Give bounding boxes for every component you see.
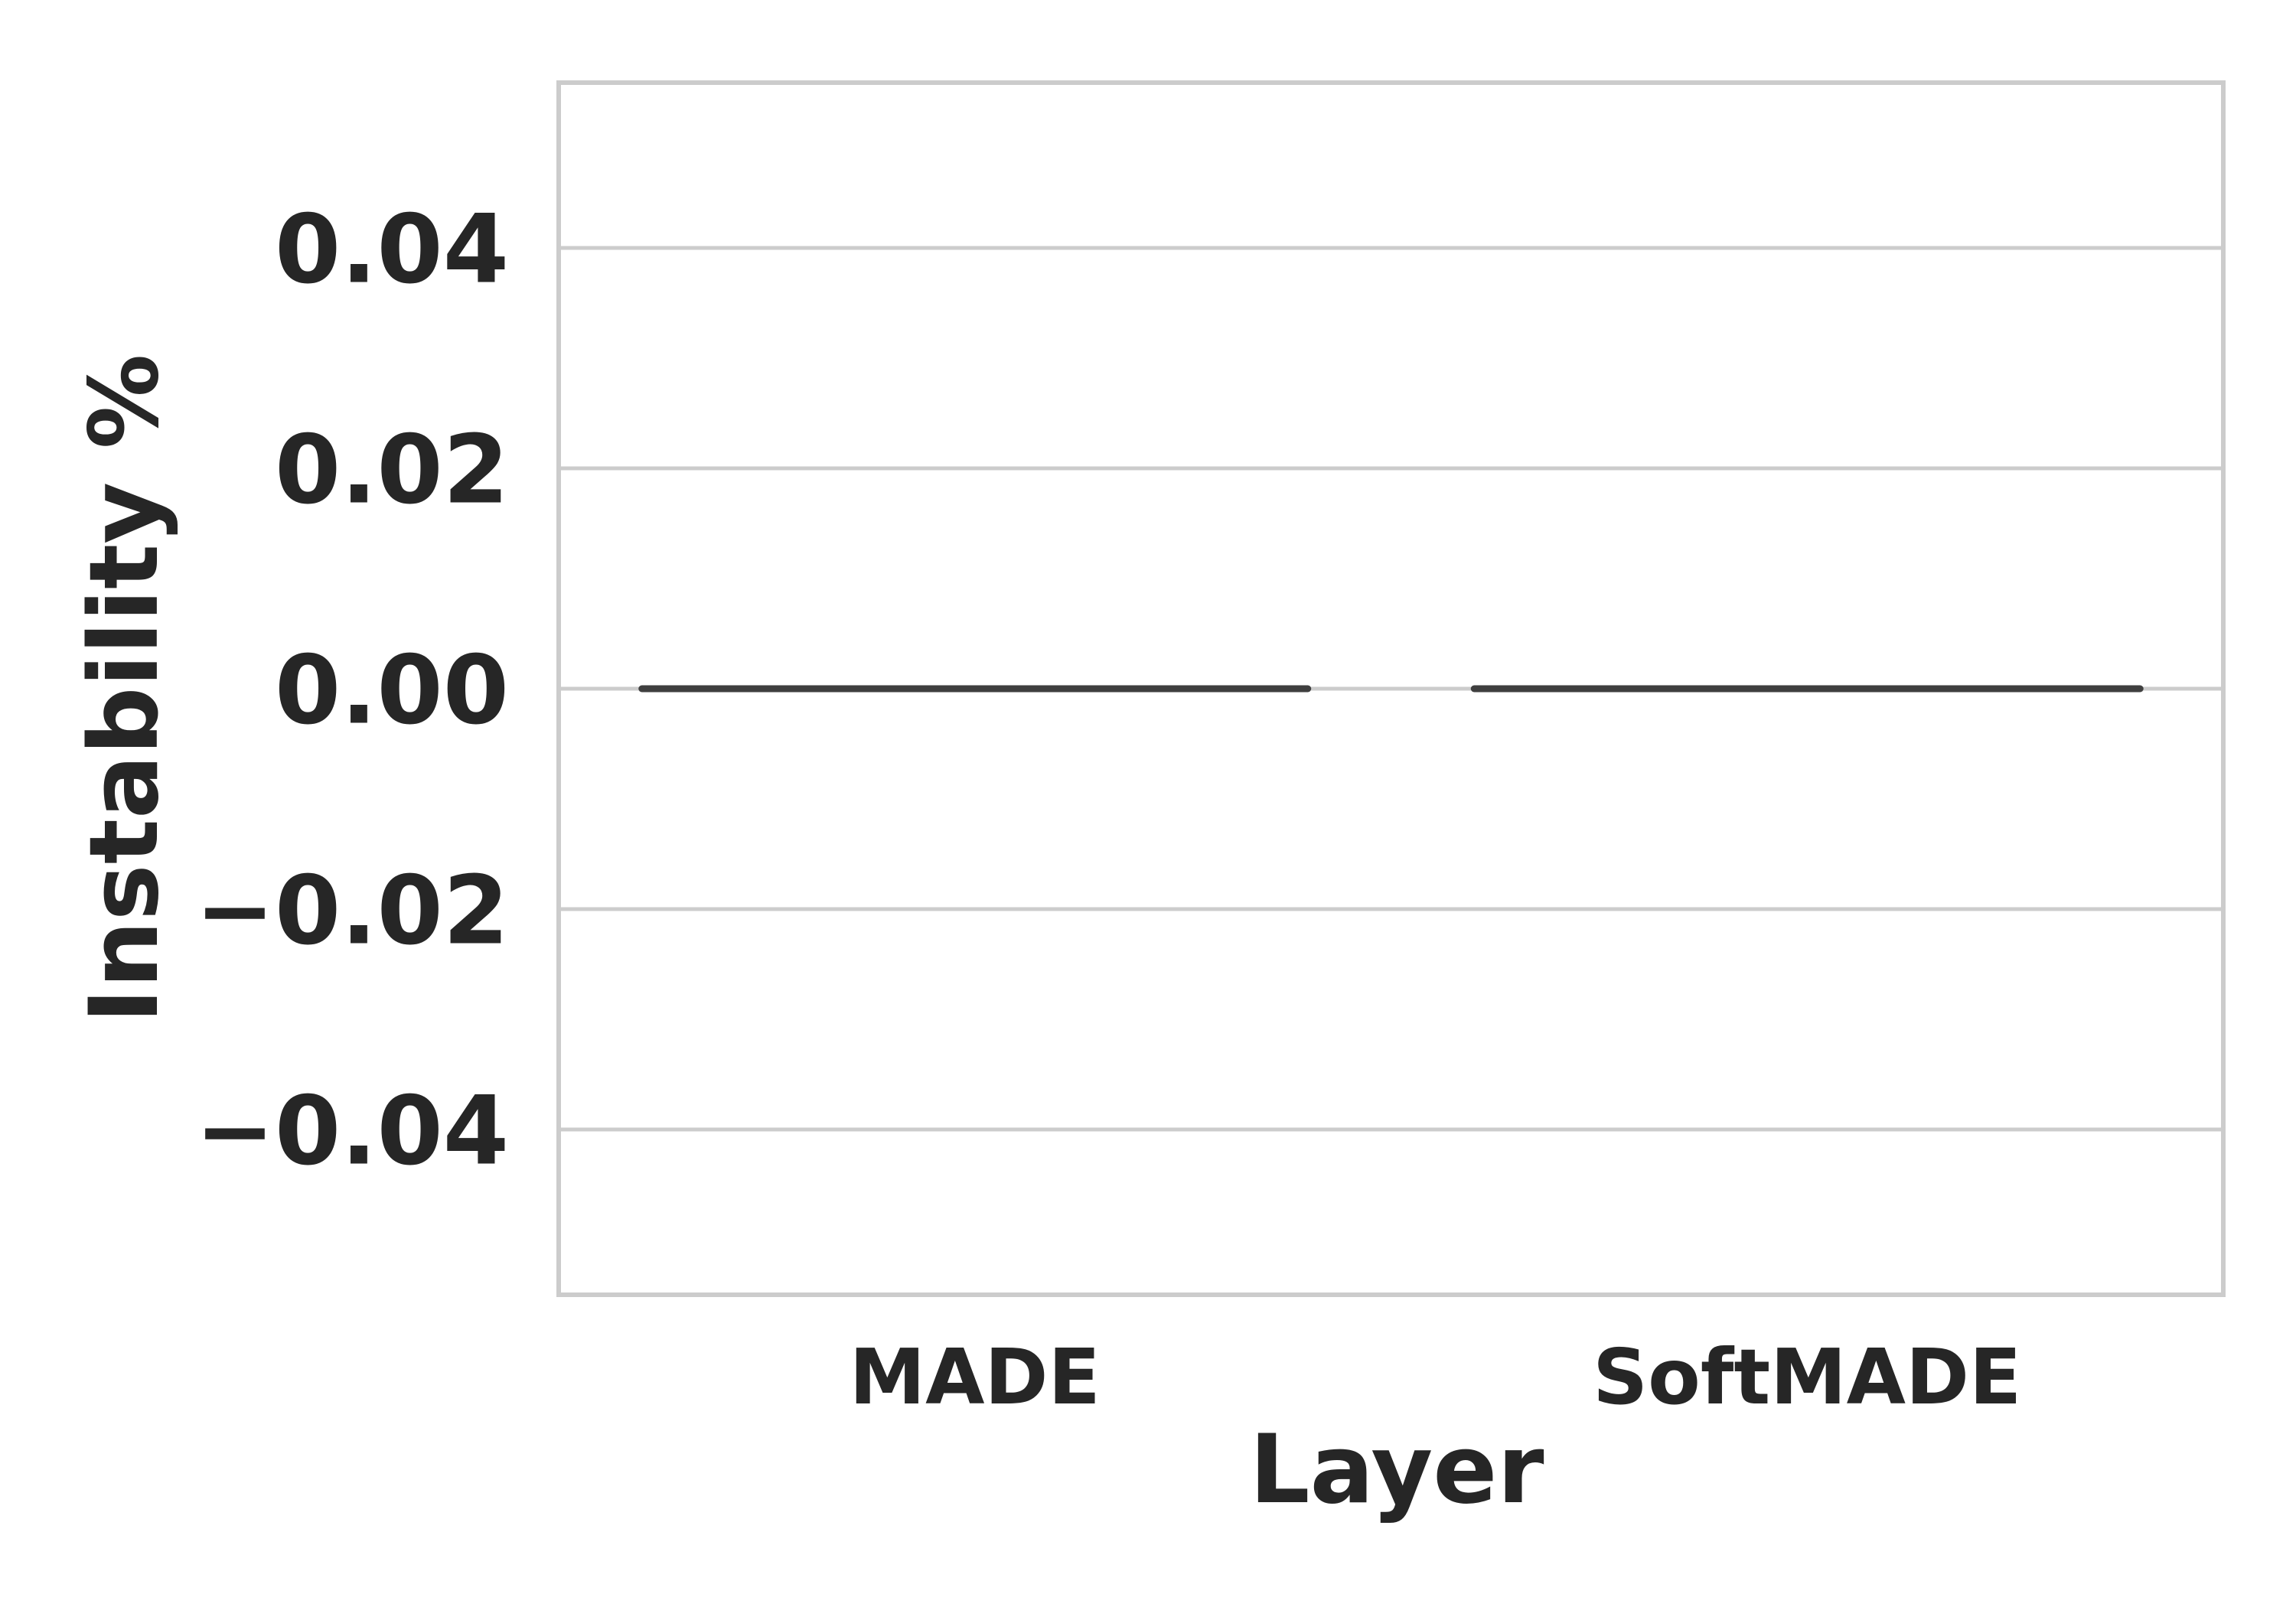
y-tick-label: 0.02: [275, 416, 509, 526]
y-axis-title: Instability %: [70, 354, 180, 1024]
x-axis-title: Layer: [1250, 1415, 1544, 1525]
y-tick-label: 0.04: [275, 195, 509, 305]
y-tick-label: −0.02: [195, 856, 509, 966]
y-tick-labels: −0.04 −0.02 0.00 0.02 0.04: [195, 195, 509, 1187]
x-tick-labels: MADE SoftMADE: [850, 1332, 2022, 1422]
x-tick-label: MADE: [850, 1332, 1101, 1422]
x-tick-label: SoftMADE: [1593, 1332, 2021, 1422]
y-tick-label: 0.00: [275, 636, 509, 746]
plot-frame: [556, 80, 2226, 1297]
y-tick-label: −0.04: [195, 1077, 509, 1187]
